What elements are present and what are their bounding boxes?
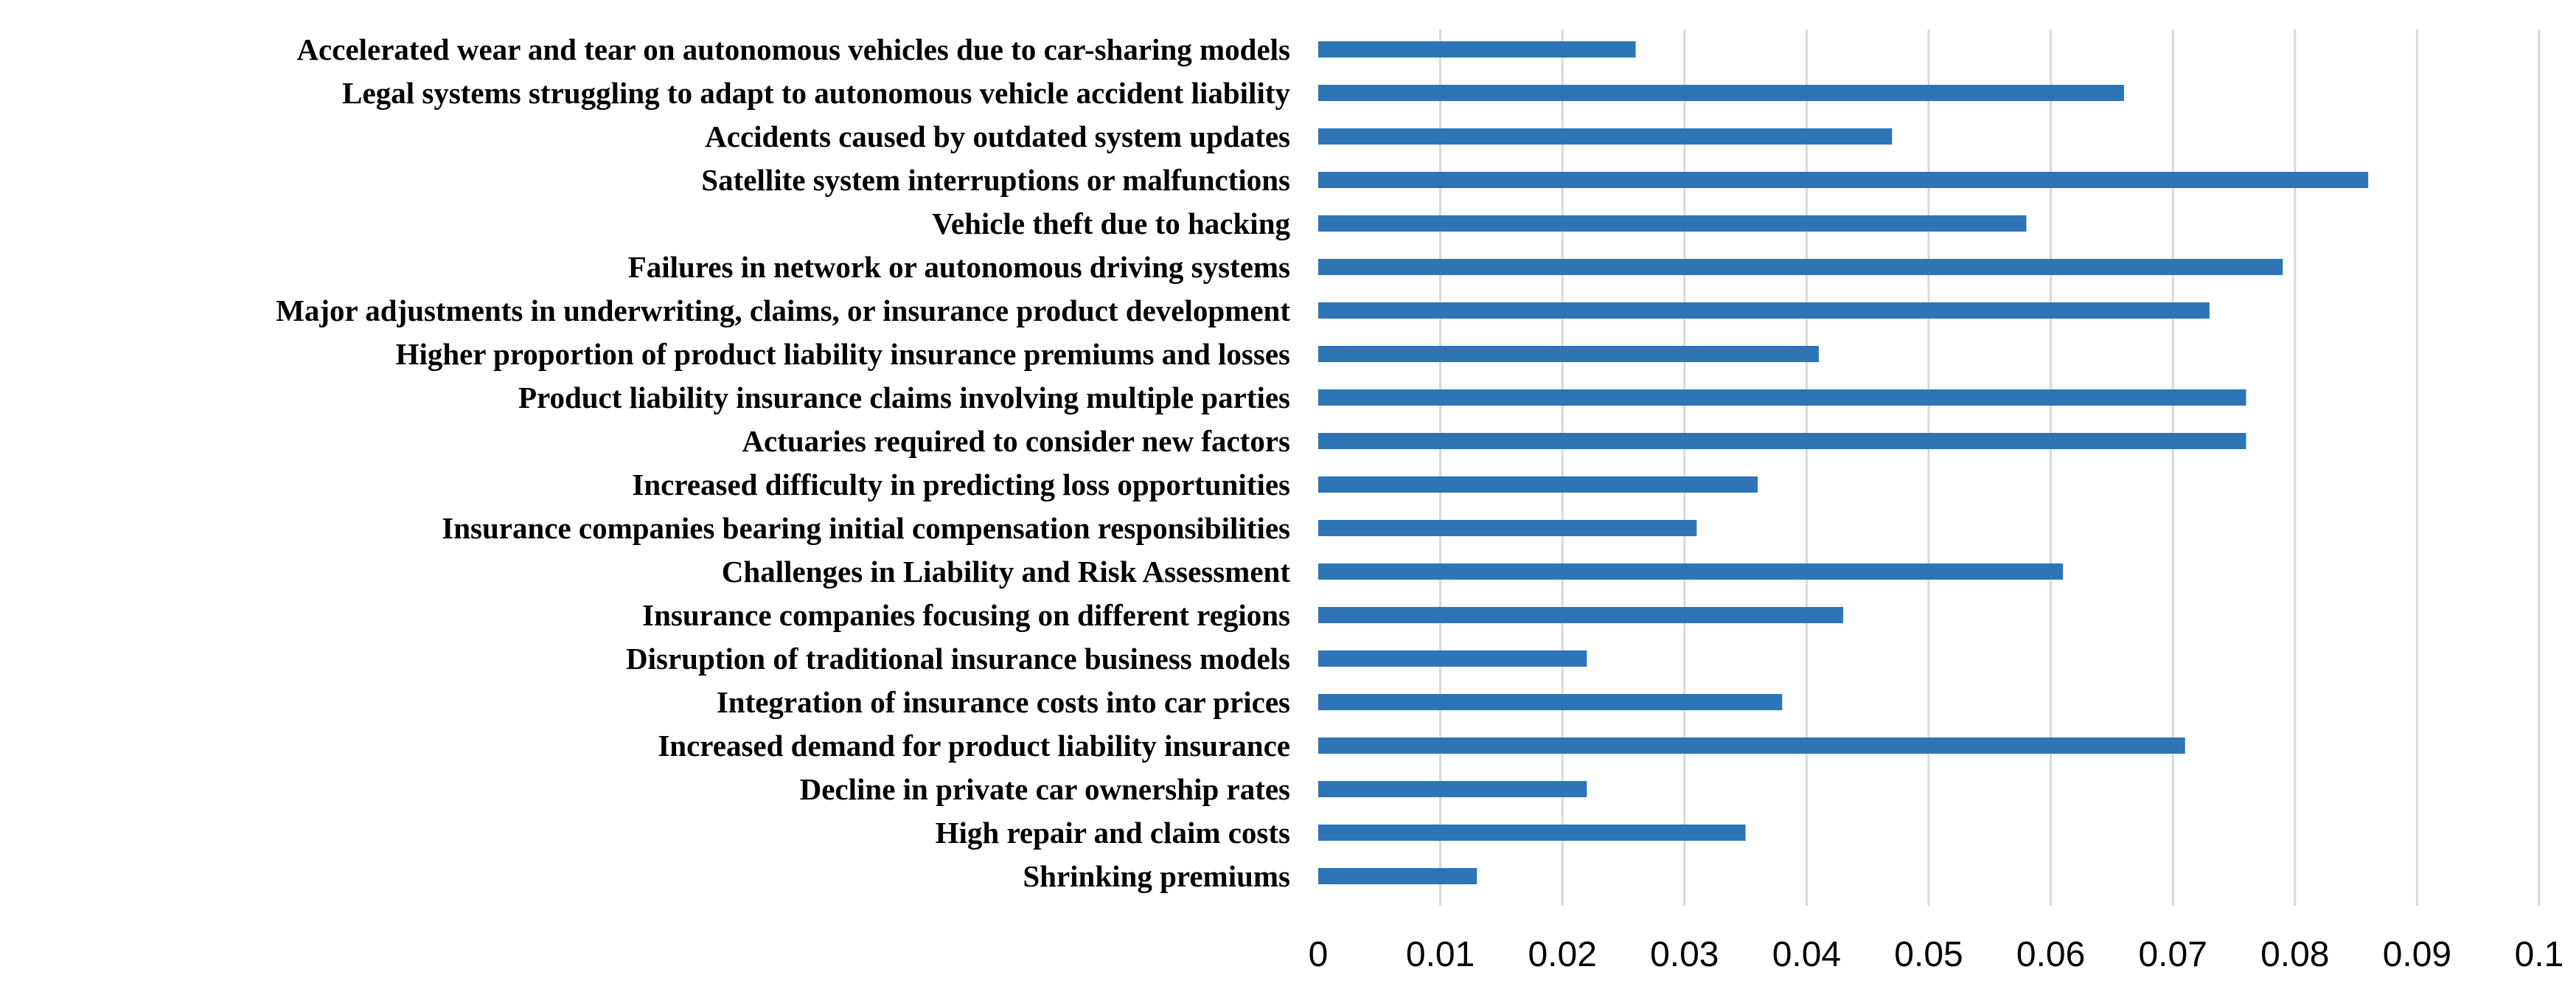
category-label: Failures in network or autonomous drivin… <box>628 250 1290 284</box>
category-label: Higher proportion of product liability i… <box>396 337 1290 371</box>
category-label: Accidents caused by outdated system upda… <box>705 119 1290 153</box>
x-tick-label: 0 <box>1309 935 1329 974</box>
category-label: High repair and claim costs <box>936 816 1290 850</box>
bar <box>1318 650 1587 667</box>
category-label: Challenges in Liability and Risk Assessm… <box>722 555 1291 589</box>
x-tick-label: 0.09 <box>2383 935 2451 974</box>
bar <box>1318 520 1697 536</box>
bar <box>1318 563 2064 580</box>
bar <box>1318 128 1893 145</box>
gridlines <box>1439 30 2541 906</box>
category-label: Insurance companies bearing initial comp… <box>442 511 1290 545</box>
category-label: Decline in private car ownership rates <box>800 772 1290 806</box>
category-label: Major adjustments in underwriting, claim… <box>276 294 1290 327</box>
x-tick-label: 0.04 <box>1772 935 1841 974</box>
category-label: Increased demand for product liability i… <box>658 729 1290 763</box>
x-tick-label: 0.1 <box>2515 935 2564 974</box>
category-label: Increased difficulty in predicting loss … <box>632 468 1290 502</box>
bar <box>1318 172 2369 188</box>
category-label: Satellite system interruptions or malfun… <box>701 163 1290 197</box>
bar <box>1318 781 1587 797</box>
category-label: Product liability insurance claims invol… <box>518 381 1290 414</box>
x-tick-label: 0.08 <box>2260 935 2329 974</box>
bar <box>1318 259 2283 275</box>
x-tick-label: 0.02 <box>1528 935 1596 974</box>
category-labels: Accelerated wear and tear on autonomous … <box>276 32 1290 893</box>
bar <box>1318 41 1636 58</box>
bar <box>1318 738 2185 754</box>
x-tick-label: 0.05 <box>1894 935 1963 974</box>
category-label: Shrinking premiums <box>1023 859 1290 893</box>
x-axis-tick-labels: 0 0.01 0.02 0.03 0.04 0.05 0.06 0.07 0.08 0.09 0.1 <box>1309 935 2564 974</box>
category-label: Integration of insurance costs into car … <box>717 685 1290 719</box>
bar <box>1318 302 2210 319</box>
bar <box>1318 433 2246 449</box>
x-tick-label: 0.03 <box>1650 935 1719 974</box>
category-label: Actuaries required to consider new facto… <box>742 424 1290 458</box>
bar <box>1318 85 2124 101</box>
category-label: Vehicle theft due to hacking <box>932 206 1290 240</box>
bar <box>1318 607 1844 623</box>
category-label: Disruption of traditional insurance busi… <box>626 642 1290 676</box>
bar <box>1318 825 1746 841</box>
x-tick-label: 0.01 <box>1406 935 1475 974</box>
bar <box>1318 694 1783 710</box>
x-tick-label: 0.06 <box>2016 935 2085 974</box>
bar <box>1318 346 1819 362</box>
category-label: Legal systems struggling to adapt to aut… <box>342 76 1290 110</box>
category-label: Accelerated wear and tear on autonomous … <box>296 32 1290 66</box>
bar <box>1318 476 1758 493</box>
bar <box>1318 389 2246 406</box>
bar <box>1318 215 2027 232</box>
bar <box>1318 868 1477 884</box>
bars <box>1318 41 2369 884</box>
category-label: Insurance companies focusing on differen… <box>642 598 1290 632</box>
x-tick-label: 0.07 <box>2138 935 2207 974</box>
